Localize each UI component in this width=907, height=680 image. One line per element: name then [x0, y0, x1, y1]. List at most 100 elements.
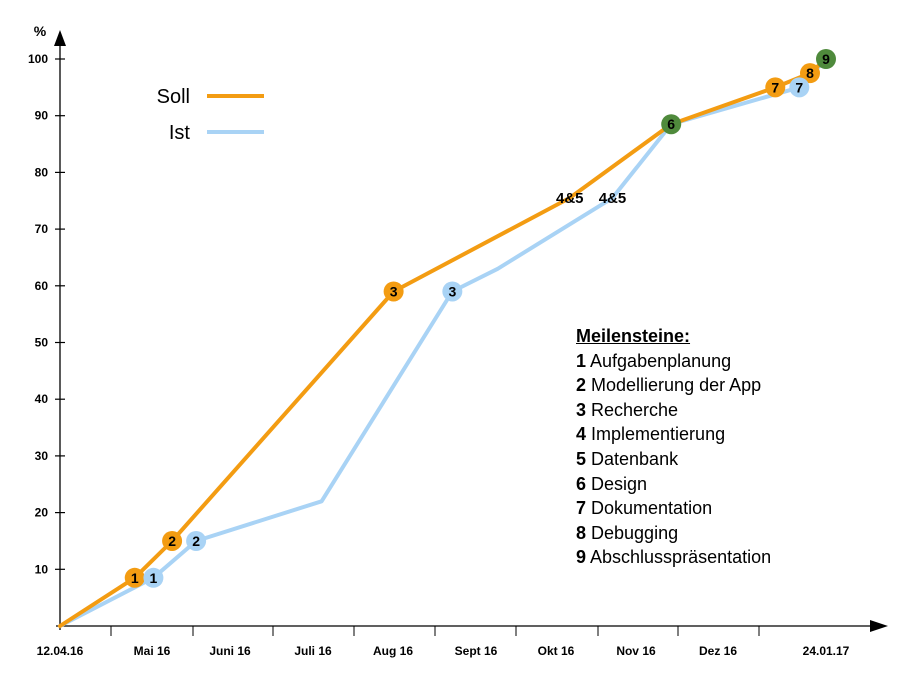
- milestone-label: 4&5: [599, 190, 627, 207]
- milestone-number: 4: [576, 424, 587, 445]
- x-axis-arrow-icon: [870, 620, 888, 632]
- milestones-legend-box: Meilensteine: 1 Aufgabenplanung 2 Modelli…: [576, 324, 771, 570]
- y-tick-label: 90: [35, 109, 49, 123]
- milestone-item: 2 Modellierung der App: [576, 373, 771, 398]
- milestone-number: 7: [576, 498, 587, 519]
- milestone-marker-soll-2: 2: [162, 530, 183, 551]
- milestone-label: 2: [192, 533, 200, 549]
- y-tick-label: 70: [35, 222, 49, 236]
- milestone-marker-ist-1: 1: [143, 567, 164, 588]
- milestone-marker-ist-7: 7: [789, 77, 810, 98]
- milestone-text: Implementierung: [586, 424, 726, 445]
- milestone-item: 7 Dokumentation: [576, 496, 771, 521]
- x-tick-label: Mai 16: [134, 644, 171, 658]
- milestone-text: Aufgabenplanung: [586, 350, 732, 371]
- milestone-text: Modellierung der App: [586, 375, 762, 396]
- milestone-circle: [383, 281, 404, 302]
- y-tick-label: 20: [35, 506, 49, 520]
- legend-label: Ist: [169, 122, 191, 144]
- milestone-label: 8: [806, 65, 814, 81]
- milestone-circle: [162, 530, 183, 551]
- milestone-item: 3 Recherche: [576, 398, 771, 423]
- milestone-number: 1: [576, 350, 587, 371]
- milestone-circle: [799, 63, 820, 84]
- milestone-number: 8: [576, 522, 587, 543]
- milestone-text: Recherche: [586, 399, 679, 420]
- milestone-label: 1: [150, 570, 158, 586]
- milestone-text: Datenbank: [586, 448, 679, 469]
- x-axis-ticks: 12.04.16 Mai 16 Juni 16 Juli 16 Aug 16 Sept 1…: [37, 626, 850, 658]
- milestone-text: Dokumentation: [586, 498, 713, 519]
- milestone-marker-ist-4and5: 4&5: [599, 190, 627, 207]
- x-tick-label: 12.04.16: [37, 644, 84, 658]
- legend: Soll Ist: [157, 86, 264, 144]
- milestone-label: 3: [390, 283, 398, 299]
- legend-entry-soll: Soll: [157, 86, 264, 108]
- milestone-item: 5 Datenbank: [576, 447, 771, 472]
- milestone-circle: [143, 567, 164, 588]
- y-axis-unit-label: %: [34, 23, 47, 39]
- milestone-number: 3: [576, 399, 587, 420]
- milestone-circle: [442, 281, 463, 302]
- milestone-circle: [661, 114, 682, 135]
- milestone-text: Design: [586, 473, 648, 494]
- milestone-item: 4 Implementierung: [576, 422, 771, 447]
- x-tick-label: Juni 16: [209, 644, 251, 658]
- y-tick-label: 100: [28, 52, 48, 66]
- milestone-marker-ist-2: 2: [186, 530, 207, 551]
- milestone-label: 2: [168, 533, 176, 549]
- y-tick-label: 30: [35, 449, 49, 463]
- milestone-label: 6: [667, 116, 675, 132]
- y-tick-label: 40: [35, 392, 49, 406]
- x-tick-label: Aug 16: [373, 644, 413, 658]
- milestone-marker-soll-7: 7: [765, 77, 786, 98]
- x-tick-label: Nov 16: [616, 644, 656, 658]
- milestone-item: 6 Design: [576, 472, 771, 497]
- milestone-circle: [186, 530, 207, 551]
- milestones-list: 1 Aufgabenplanung 2 Modellierung der App 3…: [576, 349, 771, 570]
- milestone-label: 7: [795, 79, 803, 95]
- milestone-label: 1: [131, 570, 139, 586]
- x-tick-label: Juli 16: [294, 644, 332, 658]
- milestone-item: 1 Aufgabenplanung: [576, 349, 771, 374]
- milestone-circle: [124, 567, 145, 588]
- series-line-ist: [58, 57, 828, 628]
- legend-entry-ist: Ist: [169, 122, 264, 144]
- milestone-number: 2: [576, 375, 587, 396]
- milestone-number: 6: [576, 473, 587, 494]
- x-tick-label: Okt 16: [538, 644, 575, 658]
- x-tick-label: 24.01.17: [803, 644, 850, 658]
- x-tick-label: Sept 16: [455, 644, 498, 658]
- milestone-text: Debugging: [586, 522, 679, 543]
- milestone-number: 5: [576, 448, 587, 469]
- milestone-label: 3: [448, 283, 456, 299]
- milestone-label: 7: [771, 79, 779, 95]
- milestone-item: 9 Abschlusspräsentation: [576, 545, 771, 570]
- milestone-marker-ist-3: 3: [442, 281, 463, 302]
- y-tick-label: 10: [35, 562, 49, 576]
- milestone-marker-soll-3: 3: [383, 281, 404, 302]
- milestone-circle: [816, 49, 836, 69]
- x-tick-label: Dez 16: [699, 644, 737, 658]
- legend-label: Soll: [157, 86, 190, 108]
- milestone-circle: [789, 77, 810, 98]
- milestone-label: 4&5: [556, 190, 584, 207]
- milestone-marker-soll-1: 1: [124, 567, 145, 588]
- milestones-title: Meilensteine:: [576, 326, 691, 346]
- y-tick-label: 60: [35, 279, 49, 293]
- milestone-label: 9: [822, 51, 830, 67]
- y-axis-arrow-icon: [54, 30, 66, 46]
- milestone-marker-soll-8: 8: [799, 63, 820, 84]
- milestone-circle: [765, 77, 786, 98]
- milestone-marker-soll-4and5: 4&5: [556, 190, 584, 207]
- milestone-marker-shared-9: 9: [816, 49, 836, 69]
- axes: %: [34, 23, 888, 632]
- y-tick-label: 50: [35, 336, 49, 350]
- milestone-text: Abschlusspräsentation: [586, 547, 772, 568]
- milestone-item: 8 Debugging: [576, 521, 771, 546]
- y-tick-label: 80: [35, 165, 49, 179]
- milestone-number: 9: [576, 547, 587, 568]
- milestone-marker-shared-6: 6: [661, 114, 682, 135]
